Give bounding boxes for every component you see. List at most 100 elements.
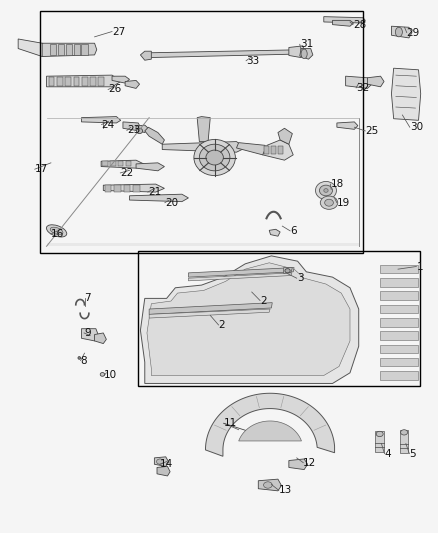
Text: 23: 23 <box>127 125 140 135</box>
Ellipse shape <box>156 459 163 464</box>
Polygon shape <box>124 184 131 191</box>
Text: 2: 2 <box>260 295 267 305</box>
Text: 10: 10 <box>104 370 117 381</box>
Polygon shape <box>284 268 292 273</box>
Ellipse shape <box>264 482 272 488</box>
Polygon shape <box>149 309 270 318</box>
Polygon shape <box>271 146 276 154</box>
Polygon shape <box>149 303 272 314</box>
Text: 31: 31 <box>300 39 313 49</box>
Text: 18: 18 <box>330 179 343 189</box>
Polygon shape <box>99 77 104 86</box>
Text: 12: 12 <box>303 458 317 467</box>
Text: 13: 13 <box>279 486 292 495</box>
Ellipse shape <box>78 357 81 359</box>
Polygon shape <box>269 229 280 236</box>
Text: 17: 17 <box>35 164 48 174</box>
Polygon shape <box>197 117 210 142</box>
Text: 11: 11 <box>224 418 237 429</box>
Polygon shape <box>263 140 293 160</box>
Polygon shape <box>380 278 418 287</box>
Polygon shape <box>105 184 111 191</box>
Polygon shape <box>289 459 307 470</box>
Polygon shape <box>400 430 408 453</box>
Polygon shape <box>392 68 421 120</box>
Polygon shape <box>110 161 116 166</box>
Polygon shape <box>392 26 412 38</box>
Polygon shape <box>380 345 418 353</box>
Polygon shape <box>49 77 54 86</box>
Polygon shape <box>141 256 359 383</box>
Polygon shape <box>141 51 151 60</box>
Polygon shape <box>102 161 108 166</box>
Text: 20: 20 <box>165 198 178 208</box>
Ellipse shape <box>319 185 332 196</box>
Polygon shape <box>123 122 141 131</box>
Polygon shape <box>82 77 88 86</box>
Text: 22: 22 <box>120 168 134 178</box>
Ellipse shape <box>137 128 143 134</box>
Ellipse shape <box>315 181 336 199</box>
Polygon shape <box>136 125 148 133</box>
Polygon shape <box>46 75 121 87</box>
Text: 32: 32 <box>356 83 369 93</box>
Ellipse shape <box>199 144 230 171</box>
Text: 26: 26 <box>108 84 121 94</box>
Ellipse shape <box>285 269 290 273</box>
Ellipse shape <box>100 373 105 376</box>
Polygon shape <box>264 146 269 154</box>
Polygon shape <box>74 77 79 86</box>
Polygon shape <box>380 318 418 327</box>
Ellipse shape <box>194 140 235 175</box>
Text: 21: 21 <box>148 187 161 197</box>
Polygon shape <box>237 143 269 155</box>
Polygon shape <box>375 431 384 451</box>
Polygon shape <box>149 50 307 58</box>
Text: 28: 28 <box>353 20 366 30</box>
Polygon shape <box>50 44 56 55</box>
Polygon shape <box>101 160 145 168</box>
Polygon shape <box>95 333 106 344</box>
Polygon shape <box>126 161 131 166</box>
Polygon shape <box>154 457 169 466</box>
Text: 29: 29 <box>407 28 420 38</box>
Polygon shape <box>300 49 313 59</box>
Polygon shape <box>103 184 164 192</box>
Polygon shape <box>380 332 418 340</box>
Text: 19: 19 <box>337 198 350 208</box>
Polygon shape <box>130 194 188 201</box>
Polygon shape <box>112 76 130 83</box>
Ellipse shape <box>396 27 403 37</box>
Ellipse shape <box>46 225 67 237</box>
Text: 5: 5 <box>410 449 416 458</box>
Ellipse shape <box>50 227 63 235</box>
Ellipse shape <box>324 189 328 192</box>
Polygon shape <box>65 77 71 86</box>
Text: 9: 9 <box>84 328 91 338</box>
Polygon shape <box>380 292 418 300</box>
Text: 25: 25 <box>365 126 378 136</box>
Text: 33: 33 <box>246 56 259 66</box>
Polygon shape <box>74 44 80 55</box>
Polygon shape <box>258 479 282 491</box>
Text: 8: 8 <box>81 356 87 366</box>
Polygon shape <box>380 305 418 313</box>
Ellipse shape <box>301 49 307 59</box>
Polygon shape <box>380 371 418 379</box>
Polygon shape <box>289 46 305 58</box>
Text: 16: 16 <box>51 229 64 239</box>
Polygon shape <box>188 268 294 277</box>
Text: 2: 2 <box>219 320 225 330</box>
Ellipse shape <box>376 431 383 437</box>
Text: 27: 27 <box>112 27 125 37</box>
Polygon shape <box>57 77 63 86</box>
Polygon shape <box>278 128 292 144</box>
Polygon shape <box>367 76 384 87</box>
Polygon shape <box>18 39 46 56</box>
Ellipse shape <box>401 430 408 435</box>
Polygon shape <box>145 127 164 144</box>
Polygon shape <box>81 44 88 55</box>
Ellipse shape <box>320 196 338 209</box>
Ellipse shape <box>325 199 333 206</box>
Polygon shape <box>380 265 418 273</box>
